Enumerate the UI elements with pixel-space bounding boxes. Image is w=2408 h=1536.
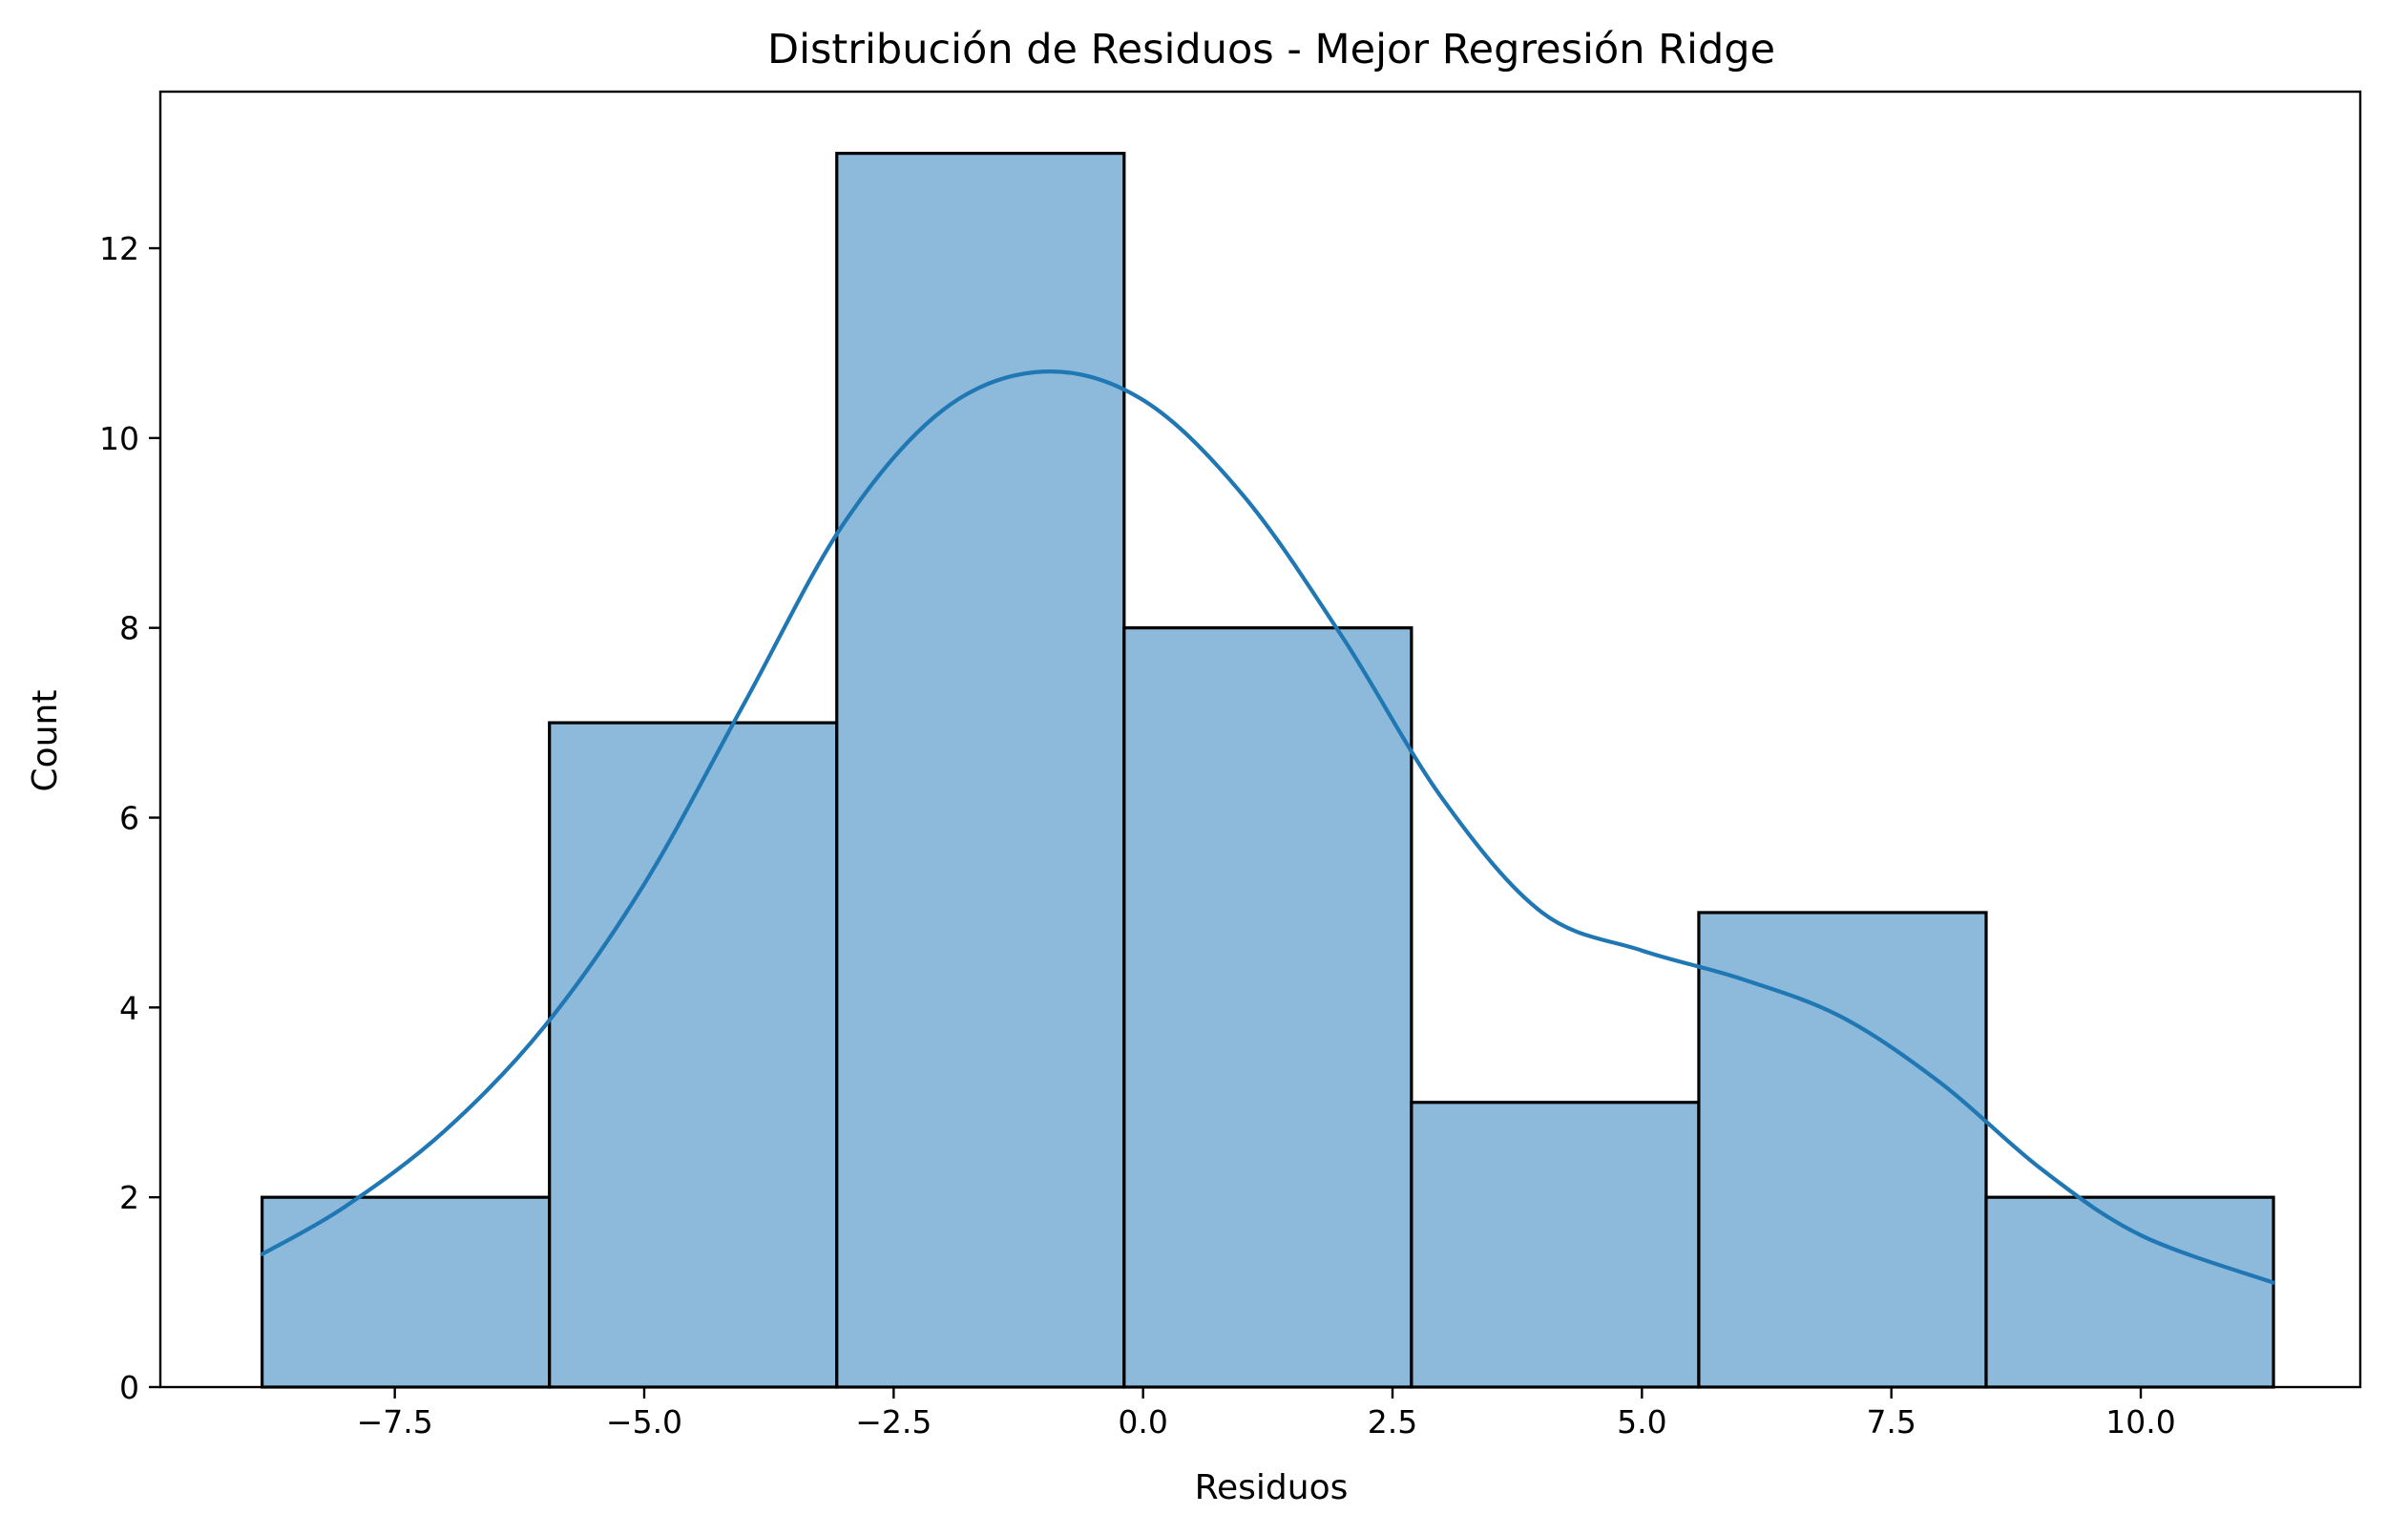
histogram-bar [261, 1195, 552, 1389]
y-tick-label: 0 [119, 1369, 139, 1406]
chart-title: Distribución de Residuos - Mejor Regresi… [767, 26, 1775, 74]
x-tick-label: 7.5 [1866, 1403, 1916, 1441]
x-tick-label: −5.0 [606, 1403, 682, 1441]
x-tick-label: −2.5 [855, 1403, 932, 1441]
histogram-bar [1122, 626, 1413, 1389]
y-tick-label: 10 [99, 420, 139, 457]
x-axis-ticks: −7.5 −5.0 −2.5 0.0 2.5 5.0 7.5 10.0 [357, 1387, 2176, 1441]
y-tick-label: 2 [119, 1179, 139, 1216]
x-tick-label: 10.0 [2105, 1403, 2175, 1441]
y-tick-label: 12 [99, 230, 139, 267]
y-tick-label: 6 [119, 800, 139, 837]
kde-curve [260, 369, 2276, 1285]
histogram-bar [1984, 1195, 2275, 1389]
y-axis-ticks: 0 2 4 6 8 10 12 [99, 230, 160, 1406]
x-tick-label: 0.0 [1118, 1403, 1167, 1441]
y-tick-label: 4 [119, 989, 139, 1026]
y-axis-label: Count [26, 690, 65, 792]
plot-frame [158, 90, 2362, 1389]
y-tick-label: 8 [119, 610, 139, 647]
histogram-bar [835, 152, 1126, 1389]
histogram-bar [1410, 1101, 1701, 1389]
x-tick-label: 2.5 [1368, 1403, 1417, 1441]
x-axis-label: Residuos [1195, 1468, 1349, 1507]
histogram-bars [261, 152, 2275, 1389]
x-tick-label: −7.5 [357, 1403, 433, 1441]
x-tick-label: 5.0 [1617, 1403, 1666, 1441]
histogram-bar [1697, 911, 1988, 1389]
histogram-bar [548, 721, 839, 1389]
